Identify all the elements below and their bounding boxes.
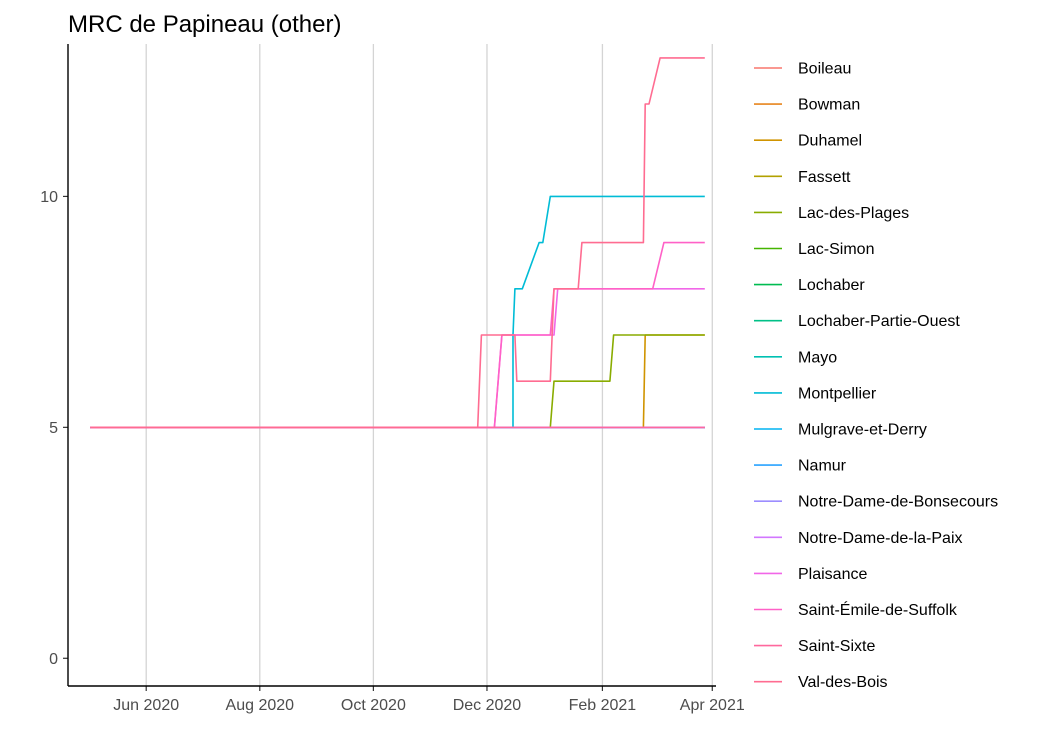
grid-lines	[145, 44, 713, 686]
legend-label: Lac-des-Plages	[798, 205, 909, 222]
x-tick-label: Dec 2020	[453, 697, 522, 714]
y-tick-label: 0	[49, 651, 58, 668]
x-tick-label: Oct 2020	[341, 697, 406, 714]
series-line-15	[90, 287, 705, 429]
x-tick-label: Jun 2020	[113, 697, 179, 714]
x-tick-label: Apr 2021	[680, 697, 745, 714]
legend-label: Lochaber-Partie-Ouest	[798, 313, 960, 330]
series-line-16	[90, 241, 705, 429]
series-line-5	[90, 334, 705, 429]
legend-label: Notre-Dame-de-Bonsecours	[798, 494, 998, 511]
chart-title: MRC de Papineau (other)	[68, 11, 341, 38]
legend-label: Bowman	[798, 97, 860, 114]
legend-label: Boileau	[798, 61, 851, 78]
legend: Boileau Bowman Duhamel Fassett Lac-des-Plage…	[754, 61, 998, 691]
legend-label: Lac-Simon	[798, 241, 874, 258]
legend-label: Mulgrave-et-Derry	[798, 422, 927, 439]
legend-label: Namur	[798, 458, 847, 475]
legend-label: Plaisance	[798, 566, 867, 583]
legend-label: Mayo	[798, 349, 837, 366]
legend-label: Duhamel	[798, 133, 862, 150]
y-tick-label: 10	[40, 189, 58, 206]
legend-label: Notre-Dame-de-la-Paix	[798, 530, 963, 547]
legend-label: Saint-Émile-de-Suffolk	[798, 600, 958, 619]
legend-label: Saint-Sixte	[798, 638, 875, 655]
legend-label: Fassett	[798, 169, 851, 186]
series-lines	[90, 57, 705, 429]
x-tick-label: Feb 2021	[569, 697, 637, 714]
legend-label: Lochaber	[798, 277, 865, 294]
axes: Jun 2020 Aug 2020 Oct 2020 Dec 2020 Feb 2021…	[40, 44, 745, 714]
legend-label: Montpellier	[798, 385, 877, 402]
legend-label: Val-des-Bois	[798, 674, 888, 691]
series-line-18	[90, 57, 705, 429]
x-tick-label: Aug 2020	[226, 697, 295, 714]
series-line-10	[90, 195, 705, 429]
y-tick-label: 5	[49, 420, 58, 437]
